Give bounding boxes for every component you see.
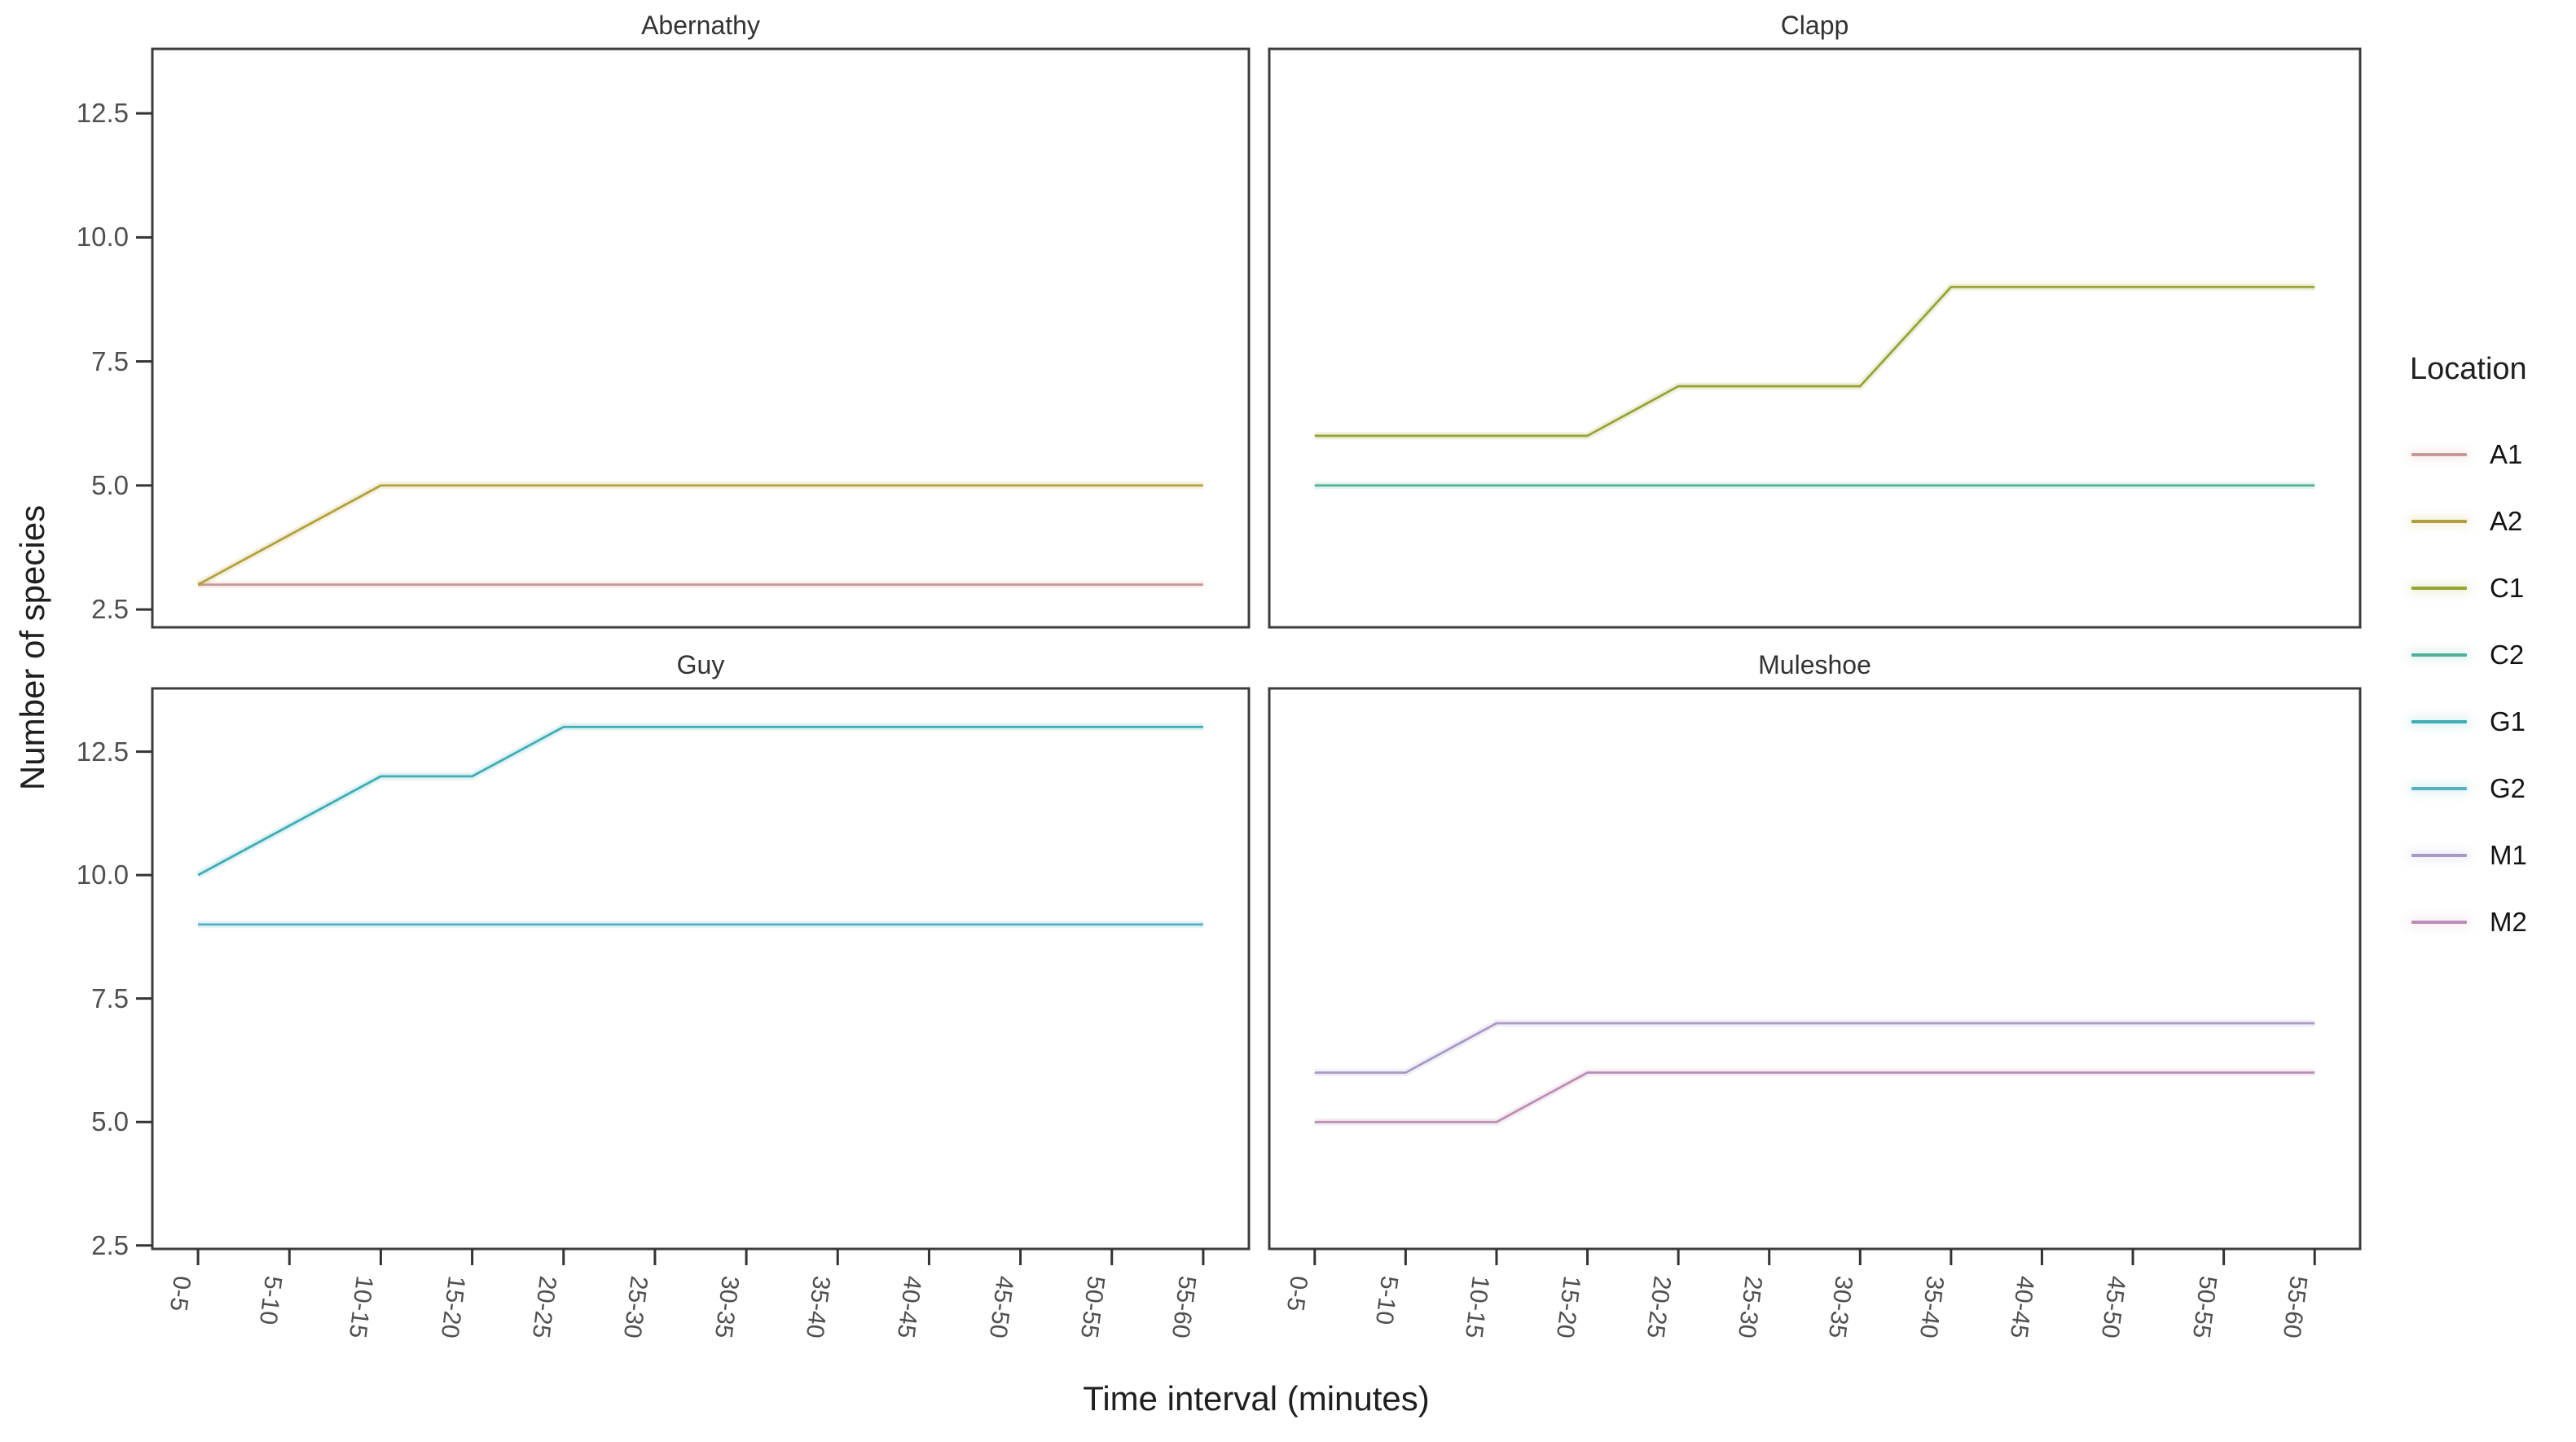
- facet-title-muleshoe: Muleshoe: [1758, 650, 1871, 679]
- x-tick-label: 5-10: [254, 1274, 288, 1326]
- x-tick-label: 0-5: [1281, 1274, 1312, 1313]
- y-tick-label: 5.0: [91, 1106, 129, 1137]
- series-line-M2: [1314, 1071, 2315, 1123]
- legend-items: A1 A2 C1 C2 G1 G2 M1 M2: [2403, 421, 2576, 956]
- legend-item-label: M1: [2490, 840, 2527, 870]
- legend-item-label: C2: [2490, 640, 2525, 670]
- legend-line-swatch: [2411, 921, 2467, 924]
- x-tick-label: 5-10: [1370, 1274, 1404, 1326]
- legend-line-swatch: [2411, 520, 2467, 523]
- legend-line-swatch: [2411, 653, 2467, 657]
- legend-item-label: A1: [2490, 439, 2523, 469]
- panel-border: [151, 687, 1251, 1251]
- y-tick-label: 12.5: [76, 736, 129, 767]
- facet-title-guy: Guy: [676, 650, 725, 679]
- series-line-halo-M1: [1314, 1019, 2315, 1077]
- series-line-halo-M2: [1314, 1069, 2315, 1126]
- facet-title-clapp: Clapp: [1780, 11, 1849, 40]
- x-axis-title: Time interval (minutes): [1083, 1379, 1430, 1418]
- legend-item-M2: M2: [2403, 889, 2576, 956]
- series-line-A2: [197, 484, 1203, 586]
- x-tick-label: 55-60: [1166, 1274, 1201, 1340]
- panel-border: [1268, 47, 2362, 629]
- legend: Location: [2403, 352, 2576, 387]
- panel-border: [1268, 687, 2362, 1251]
- y-tick-label: 7.5: [91, 983, 129, 1013]
- legend-line-swatch: [2411, 453, 2467, 456]
- y-tick-label: 12.5: [76, 98, 129, 129]
- legend-item-G1: G1: [2403, 688, 2576, 755]
- legend-item-label: M2: [2490, 907, 2527, 937]
- legend-item-label: A2: [2490, 506, 2523, 536]
- legend-item-label: G2: [2490, 773, 2526, 803]
- y-tick-label: 7.5: [91, 345, 129, 376]
- series-line-G1: [197, 725, 1203, 877]
- series-line-halo-G1: [196, 723, 1203, 879]
- legend-item-M1: M1: [2403, 822, 2576, 889]
- y-tick-label: 5.0: [91, 469, 129, 500]
- y-tick-label: 10.0: [76, 859, 129, 890]
- series-line-M1: [1314, 1022, 2315, 1074]
- series-line-C1: [1314, 285, 2315, 437]
- legend-line-swatch: [2411, 587, 2467, 590]
- series-line-halo-A2: [196, 481, 1203, 588]
- legend-title: Location: [2410, 352, 2527, 386]
- legend-item-A2: A2: [2403, 488, 2576, 555]
- x-tick-label: 25-30: [618, 1274, 653, 1340]
- y-tick-label: 2.5: [91, 1229, 129, 1260]
- y-tick-label: 10.0: [76, 222, 129, 253]
- legend-item-C2: C2: [2403, 622, 2576, 688]
- x-tick-label: 0-5: [165, 1274, 196, 1313]
- legend-line-swatch: [2411, 854, 2467, 857]
- legend-item-A1: A1: [2403, 421, 2576, 488]
- legend-item-label: G1: [2490, 706, 2526, 736]
- facet-title-abernathy: Abernathy: [641, 11, 760, 40]
- panel-border: [151, 47, 1251, 629]
- legend-item-label: C1: [2490, 573, 2525, 603]
- legend-item-G2: G2: [2403, 755, 2576, 822]
- legend-line-swatch: [2411, 787, 2467, 790]
- legend-line-swatch: [2411, 720, 2467, 723]
- y-tick-label: 2.5: [91, 594, 129, 625]
- legend-item-C1: C1: [2403, 555, 2576, 622]
- x-tick-label: 10-15: [1459, 1274, 1494, 1340]
- series-line-halo-C1: [1314, 283, 2315, 440]
